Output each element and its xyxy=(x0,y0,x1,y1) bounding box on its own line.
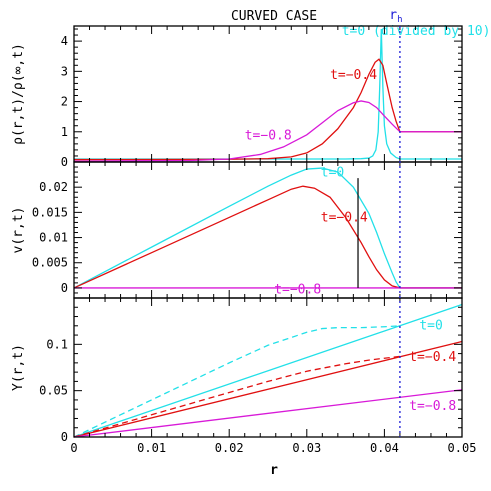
reference-line-label: rh xyxy=(389,8,402,25)
panel-3-y-tick-label: 0.05 xyxy=(39,384,68,398)
x-tick-label: 0.01 xyxy=(137,441,166,455)
panel-1-y-axis-title: ρ(r,t)/ρ(∞,t) xyxy=(11,43,26,145)
chart-title: CURVED CASE xyxy=(231,9,317,24)
panel-3-frame xyxy=(73,297,463,438)
panels-layer: t=0 (divided by 10) t=−0.4 t=−0.8 0 1 2 3 4 ρ(r,… xyxy=(11,24,490,455)
panel-1-y-tick-label: 3 xyxy=(61,64,68,78)
panel-3-y-tick-label: 0.1 xyxy=(46,337,68,351)
x-tick-label: 0.03 xyxy=(292,441,321,455)
panel-3-y-tick-label: 0 xyxy=(61,430,68,444)
panel-2-frame xyxy=(73,161,463,299)
panel-3-series-3-label: t=−0.4 xyxy=(409,350,456,365)
panel-2-series-1-line xyxy=(73,167,462,289)
x-tick-label: 0 xyxy=(70,441,77,455)
panel-2-y-tick-label: 0 xyxy=(61,281,68,295)
panel-1-series-3-label: t=−0.8 xyxy=(245,128,292,143)
panel-2-series-2-label: t=−0.4 xyxy=(321,210,368,225)
panel-2-y-axis-title: v(r,t) xyxy=(11,207,26,254)
panel-3-series-1-line xyxy=(73,303,463,438)
panel-1-y-tick-label: 1 xyxy=(61,125,68,139)
panel-1-y-tick-label: 0 xyxy=(61,155,68,169)
panel-2: t=0 t=−0.4 t=−0.8 0 0.005 0.01 0.015 0.02 v(r,t) xyxy=(11,161,463,299)
panel-1-series-2-label: t=−0.4 xyxy=(330,68,377,83)
panel-3-series-4-line xyxy=(73,355,400,438)
x-tick-label: 0.05 xyxy=(448,441,477,455)
panel-2-series-1-label: t=0 xyxy=(321,166,344,181)
panel-3-series-1-label: t=0 xyxy=(419,319,442,334)
panel-1-series-1-line xyxy=(74,29,462,160)
panel-2-y-tick-label: 0.02 xyxy=(39,180,68,194)
panel-2-y-tick-label: 0.005 xyxy=(32,256,68,270)
panel-3: t=0 t=−0.4 t=−0.8 0 0.05 0.1 Y(r,t) xyxy=(11,297,463,444)
panel-1-series-1-label: t=0 (divided by 10) xyxy=(342,24,491,39)
x-tick-label: 0.02 xyxy=(215,441,244,455)
panel-2-series-3-label: t=−0.8 xyxy=(274,282,321,297)
panel-1: t=0 (divided by 10) t=−0.4 t=−0.8 0 1 2 3 4 ρ(r,… xyxy=(11,24,490,169)
panel-2-y-tick-label: 0.015 xyxy=(32,205,68,219)
x-tick-label: 0.04 xyxy=(370,441,399,455)
panel-3-y-axis-title: Y(r,t) xyxy=(11,344,26,391)
panel-1-y-tick-label: 4 xyxy=(61,34,68,48)
reference-line-layer: rh xyxy=(389,8,403,437)
panel-3-series-2-line xyxy=(73,325,400,438)
panel-2-series-2-line xyxy=(73,185,462,289)
panel-3-series-3-line xyxy=(73,340,463,438)
panel-3-series-5-line xyxy=(73,389,463,438)
panel-1-series-3-line xyxy=(73,100,462,162)
panel-2-y-tick-label: 0.01 xyxy=(39,231,68,245)
panel-3-series-5-label: t=−0.8 xyxy=(409,399,456,414)
panel-1-y-tick-label: 2 xyxy=(61,95,68,109)
panel-1-series-2-line xyxy=(73,58,462,161)
x-axis-title: r xyxy=(270,463,278,478)
